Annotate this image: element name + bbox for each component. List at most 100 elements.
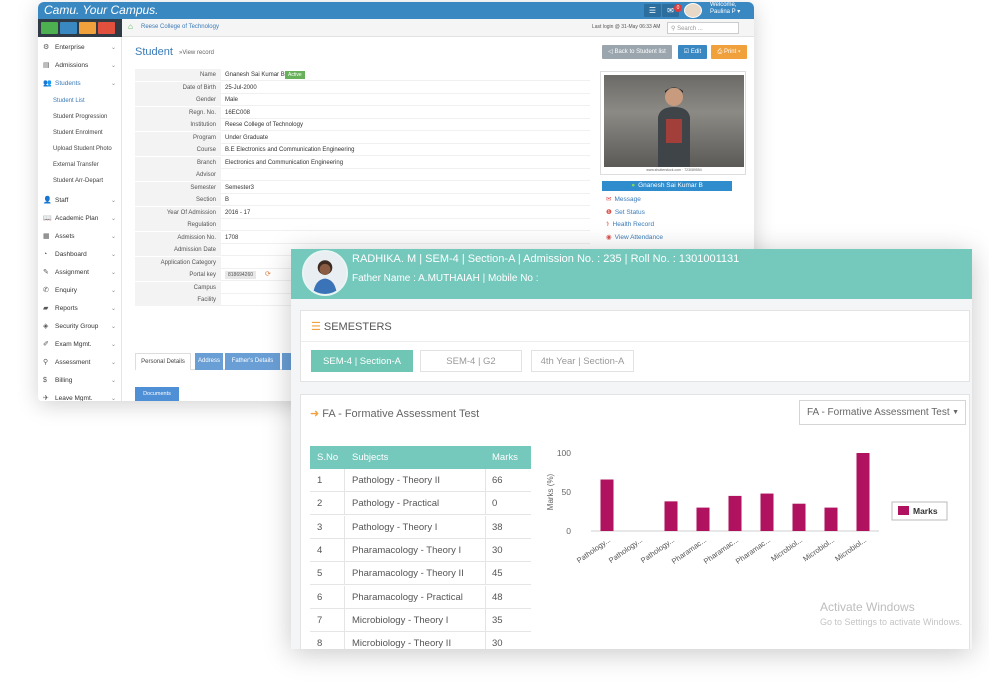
quick-chart-icon[interactable]	[41, 22, 58, 34]
assessment-select[interactable]: FA - Formative Assessment Test ▼	[799, 400, 966, 425]
sidebar-item-reports[interactable]: ▰ Reports ⌄	[38, 300, 122, 318]
sidebar-subitem[interactable]: Student Enrolment	[38, 125, 122, 141]
info-label: Regulation	[135, 219, 221, 231]
cell-divider	[344, 562, 345, 586]
cell-divider	[485, 538, 486, 562]
sidebar-item-leave-mgmt-[interactable]: ✈ Leave Mgmt. ⌄	[38, 390, 122, 401]
assessment-window: RADHIKA. M | SEM-4 | Section-A | Admissi…	[291, 249, 972, 649]
table-row: 5 Pharamacology - Theory II 45	[310, 562, 531, 586]
action-health-record[interactable]: ⚕ Health Record	[606, 220, 654, 228]
staff-icon: 👤	[43, 197, 52, 204]
sidebar-item-exam-mgmt-[interactable]: ✐ Exam Mgmt. ⌄	[38, 336, 122, 354]
welcome-user[interactable]: Welcome, Paulina P ▾	[710, 2, 740, 16]
tab-sem4-g2[interactable]: SEM-4 | G2	[420, 350, 522, 372]
sidebar-item-label: Billing	[55, 377, 73, 384]
divider	[301, 341, 971, 342]
sidebar-item-students[interactable]: 👥 Students ⌄	[38, 75, 122, 93]
profile-name: Gnanesh Sai Kumar B	[638, 182, 703, 189]
breadcrumb[interactable]: Reese College of Technology	[141, 24, 219, 30]
search-input[interactable]: ⚲ Search ...	[667, 22, 739, 34]
cell-subject: Microbiology - Theory II	[352, 638, 452, 649]
chart-bar	[856, 453, 870, 531]
sidebar-item-security-group[interactable]: ◈ Security Group ⌄	[38, 318, 122, 336]
billing-icon: $	[43, 377, 47, 384]
breadcrumb-bar: ⌂ Reese College of Technology Last login…	[122, 19, 754, 37]
record-tab[interactable]: Father's Details	[225, 353, 280, 370]
sidebar-subitem[interactable]: Student Arr-Depart	[38, 173, 122, 189]
table-row: 1 Pathology - Theory II 66	[310, 469, 531, 492]
action-set-status[interactable]: ❶ Set Status	[606, 208, 645, 216]
refresh-icon[interactable]: ⟳	[265, 271, 271, 278]
action-view-attendance[interactable]: ◉ View Attendance	[606, 233, 663, 241]
info-label: Admission Date	[135, 244, 221, 256]
health-record-icon: ⚕	[606, 221, 610, 228]
home-icon[interactable]: ⌂	[128, 22, 133, 31]
action-label: Set Status	[614, 208, 645, 216]
action-message[interactable]: ✉ Message	[606, 195, 641, 203]
documents-tab[interactable]: Documents	[135, 387, 179, 401]
menu-icon[interactable]: ☰	[644, 4, 661, 17]
sidebar-item-academic-plan[interactable]: 📖 Academic Plan ⌄	[38, 210, 122, 228]
sidebar-item-label: Admissions	[55, 62, 89, 69]
cell-marks: 30	[492, 638, 503, 649]
sidebar-subitem[interactable]: Student List	[38, 93, 122, 109]
info-label: Regn. No.	[135, 106, 221, 119]
user-avatar[interactable]	[684, 3, 702, 18]
page-title: Student	[135, 46, 173, 58]
action-label: Message	[614, 196, 641, 203]
brand-logo[interactable]: Camu. Your Campus.	[44, 3, 159, 17]
sidebar-item-label: Reports	[55, 305, 78, 312]
search-placeholder: Search ...	[677, 26, 703, 32]
tab-4th-year-section-a[interactable]: 4th Year | Section-A	[531, 350, 634, 372]
info-value: B.E Electronics and Communication Engine…	[225, 147, 355, 153]
student-photo	[604, 75, 744, 167]
record-tab[interactable]: Personal Details	[135, 353, 191, 370]
sidebar-item-enterprise[interactable]: ⚙ Enterprise ⌄	[38, 39, 122, 57]
cell-divider	[344, 515, 345, 539]
top-bar: Camu. Your Campus. ☰ ✉ 0 Welcome, Paulin…	[38, 2, 754, 19]
sidebar-item-staff[interactable]: 👤 Staff ⌄	[38, 192, 122, 210]
sidebar-item-admissions[interactable]: ▤ Admissions ⌄	[38, 57, 122, 75]
search-icon: ⚲	[671, 26, 676, 32]
back-to-student-list-button[interactable]: ◁ Back to Student list	[602, 45, 672, 59]
sidebar-subitem-label: Student Arr-Depart	[53, 178, 104, 184]
info-value: Male	[225, 97, 239, 103]
edit-button[interactable]: ☑ Edit	[678, 45, 707, 59]
col-marks-header: Marks	[492, 452, 518, 463]
sidebar-item-enquiry[interactable]: ✆ Enquiry ⌄	[38, 282, 122, 300]
sidebar-subitem[interactable]: Student Progression	[38, 109, 122, 125]
photo-caption: www.shutterstock.com · 723089554	[646, 168, 702, 172]
sidebar-item-assets[interactable]: ▦ Assets ⌄	[38, 228, 122, 246]
sidebar-item-dashboard[interactable]: ◔ Dashboard ⌄	[38, 246, 122, 264]
info-value: 2016 - 17	[225, 209, 251, 216]
enterprise-icon: ⚙	[43, 44, 50, 51]
info-label: Facility	[135, 294, 221, 306]
info-row: Regulation	[135, 219, 590, 231]
cell-marks: 66	[492, 475, 503, 486]
sidebar-subitem-label: Student List	[53, 98, 85, 104]
reports-icon: ▰	[43, 305, 49, 312]
cell-divider	[485, 585, 486, 609]
cell-marks: 35	[492, 614, 503, 626]
info-row: Branch Electronics and Communication Engi…	[135, 156, 590, 169]
welcome-text: Welcome,	[710, 2, 737, 8]
sidebar-item-billing[interactable]: $ Billing ⌄	[38, 372, 122, 390]
sidebar-item-assignment[interactable]: ✎ Assignment ⌄	[38, 264, 122, 282]
print-button[interactable]: ⎙ Print ▾	[711, 45, 747, 59]
sidebar-item-label: Dashboard	[55, 251, 87, 258]
cell-divider	[485, 492, 486, 516]
sidebar-subitem[interactable]: Upload Student Photo	[38, 141, 122, 157]
online-dot-icon: ●	[631, 182, 636, 189]
cell-sno: 1	[317, 475, 323, 486]
quick-edit-icon[interactable]	[60, 22, 77, 34]
quick-users-icon[interactable]	[79, 22, 96, 34]
sidebar-item-label: Assignment	[55, 269, 89, 276]
quick-share-icon[interactable]	[98, 22, 115, 34]
sidebar-subitem[interactable]: External Transfer	[38, 157, 122, 173]
marks-chart: 0 50 100 Marks (%) Pathology...Pathology... P…	[546, 448, 948, 566]
sidebar-item-assessment[interactable]: ⚲ Assessment ⌄	[38, 354, 122, 372]
info-row: Gender Male	[135, 94, 590, 106]
tab-sem4-section-a[interactable]: SEM-4 | Section-A	[311, 350, 413, 372]
record-tab[interactable]: Address	[195, 353, 223, 370]
info-label: Gender	[135, 94, 221, 106]
